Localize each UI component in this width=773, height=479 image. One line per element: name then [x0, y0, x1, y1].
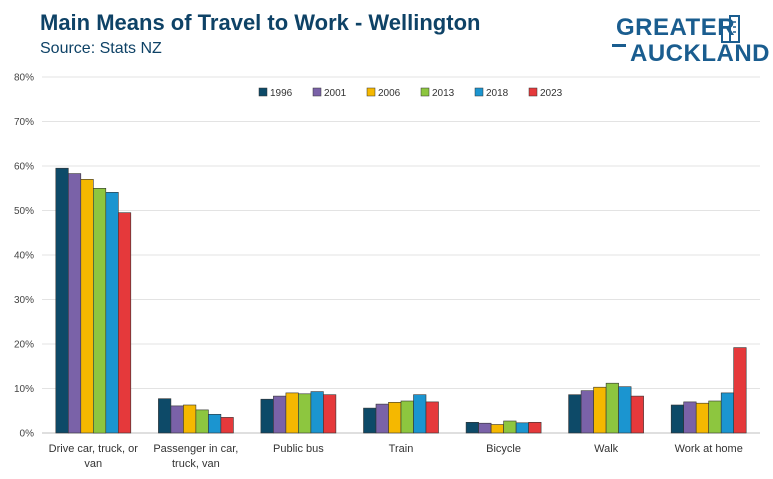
- bar-2013-3: [400, 400, 414, 434]
- chart-title: Main Means of Travel to Work - Wellingto…: [40, 10, 481, 35]
- legend-swatch-1996: [258, 87, 268, 97]
- bar-2001-1: [170, 405, 184, 434]
- x-category-label: Passenger in car, truck, van: [153, 443, 238, 470]
- bar-2018-2: [310, 391, 324, 434]
- bar-1996-4: [465, 421, 479, 434]
- y-tick-label: 20%: [14, 340, 34, 351]
- y-tick-label: 80%: [14, 73, 34, 84]
- gridlines: [42, 76, 760, 434]
- y-tick-label: 50%: [14, 206, 34, 217]
- x-category-label: Bicycle: [486, 443, 521, 455]
- logo-line-2: AUCKLAND: [630, 40, 770, 67]
- x-category-label: Walk: [594, 443, 619, 455]
- x-category-label: Work at home: [675, 443, 743, 455]
- x-category-label: Drive car, truck, or van: [49, 443, 139, 470]
- logo-underline-bar: [612, 44, 626, 47]
- bar-2023-2: [323, 394, 337, 434]
- legend-label-2001: 2001: [324, 88, 347, 99]
- bar-2001-4: [478, 422, 492, 434]
- bar-2001-0: [68, 173, 82, 434]
- building-icon: [721, 15, 740, 43]
- legend-swatch-2001: [312, 87, 322, 97]
- bar-2006-6: [695, 402, 710, 434]
- bar-2006-1: [183, 404, 197, 434]
- bar-2018-3: [413, 394, 427, 434]
- bar-2018-4: [515, 422, 529, 434]
- legend-label-2013: 2013: [432, 88, 455, 99]
- legend-swatch-2023: [528, 87, 538, 97]
- bar-2018-6: [720, 392, 735, 434]
- x-category-label: Train: [389, 443, 414, 455]
- bar-1996-3: [363, 407, 377, 434]
- bar-2006-0: [80, 179, 94, 434]
- bar-2013-1: [195, 409, 209, 434]
- x-axis-labels: Drive car, truck, or van Passenger in car,…: [49, 443, 743, 470]
- y-tick-label: 70%: [14, 117, 34, 128]
- bar-2001-2: [273, 395, 287, 434]
- legend-label-2006: 2006: [378, 88, 401, 99]
- bar-2023-6: [733, 347, 747, 434]
- legend-label-1996: 1996: [270, 88, 293, 99]
- y-tick-label: 60%: [14, 162, 34, 173]
- bar-2023-0: [118, 212, 132, 434]
- legend-swatch-2013: [420, 87, 430, 97]
- y-tick-label: 30%: [14, 295, 34, 306]
- y-tick-label: 0%: [20, 429, 35, 440]
- chart-subtitle: Source: Stats NZ: [40, 40, 162, 57]
- y-axis-ticks: 0% 10% 20% 30% 40% 50% 60% 70% 80%: [14, 73, 34, 440]
- bar-2013-6: [708, 400, 722, 434]
- bar-2001-5: [580, 390, 594, 434]
- legend: 1996 2001 2006 2013 2018 2023: [258, 87, 563, 99]
- bar-2018-0: [105, 192, 119, 434]
- bar-1996-6: [670, 404, 685, 434]
- bar-1996-5: [568, 394, 582, 434]
- bar-2023-1: [220, 417, 234, 434]
- y-tick-label: 10%: [14, 384, 34, 395]
- bar-2001-6: [683, 401, 697, 434]
- logo-line-1: GREATER: [616, 14, 736, 41]
- bar-2006-3: [388, 401, 402, 434]
- bar-2018-1: [208, 413, 222, 434]
- bar-2006-5: [593, 386, 607, 434]
- bar-2013-0: [93, 188, 107, 434]
- legend-swatch-2006: [366, 87, 376, 97]
- x-category-label: Public bus: [273, 443, 324, 455]
- bar-1996-1: [158, 398, 172, 434]
- greater-auckland-logo: GREATER AUCKLAND: [612, 14, 769, 70]
- bar-2013-2: [298, 393, 312, 434]
- bar-2006-2: [285, 392, 299, 434]
- bar-2006-4: [490, 424, 504, 434]
- y-tick-label: 40%: [14, 251, 34, 262]
- bar-2023-5: [630, 395, 644, 434]
- bar-1996-2: [260, 398, 274, 434]
- bar-2013-5: [605, 382, 619, 434]
- bars: [55, 167, 747, 434]
- bar-2023-4: [528, 421, 542, 434]
- bar-2001-3: [375, 403, 389, 434]
- bar-2018-5: [618, 386, 632, 434]
- legend-label-2023: 2023: [540, 88, 563, 99]
- bar-1996-0: [55, 167, 69, 434]
- legend-label-2018: 2018: [486, 88, 509, 99]
- legend-swatch-2018: [474, 87, 484, 97]
- bar-2013-4: [503, 420, 517, 434]
- bar-2023-3: [425, 401, 439, 434]
